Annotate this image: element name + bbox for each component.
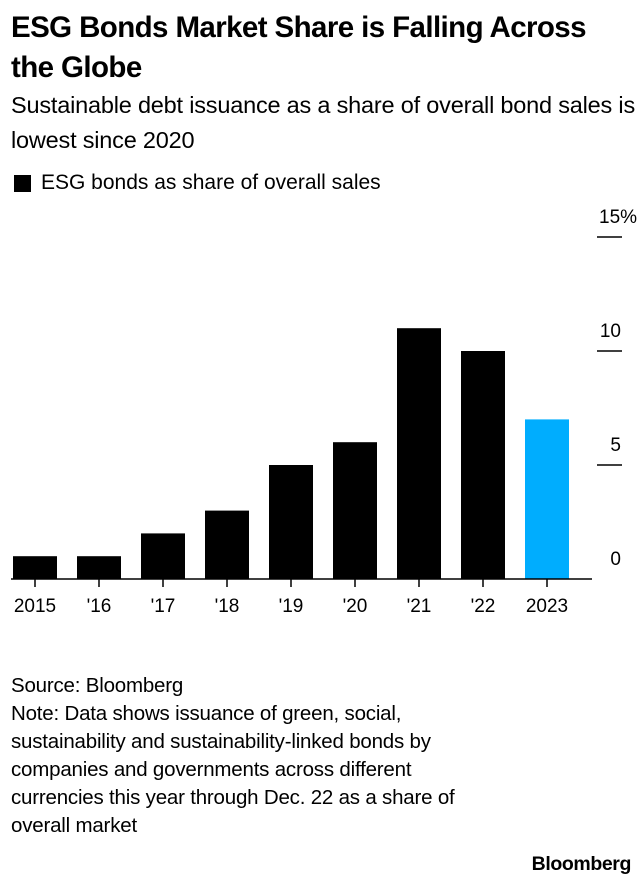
bar-2015 [13, 556, 57, 579]
x-tick-label: 2023 [526, 596, 568, 617]
x-tick-label: '20 [343, 596, 368, 617]
x-tick-label: 2015 [14, 596, 56, 617]
y-axis: 0 5 10 15% [597, 207, 637, 570]
bar-18 [205, 510, 249, 579]
source-text: Source: Bloomberg [11, 674, 184, 697]
chart-title: ESG Bonds Market Share is Falling Across… [11, 11, 587, 84]
x-tick-label: '21 [407, 596, 432, 617]
chart-subtitle: Sustainable debt issuance as a share of … [11, 92, 635, 153]
y-tick-label: 0 [610, 549, 621, 570]
bar-19 [269, 465, 313, 579]
bar-2023 [525, 419, 569, 579]
x-tick-label: '16 [87, 596, 112, 617]
y-tick-label: 10 [600, 321, 621, 342]
x-tick-label: '18 [215, 596, 240, 617]
legend-label: ESG bonds as share of overall sales [41, 171, 381, 194]
legend: ESG bonds as share of overall sales [14, 171, 381, 195]
legend-swatch [14, 174, 31, 192]
bar-20 [333, 442, 377, 579]
bar-16 [77, 556, 121, 579]
bars-group [13, 328, 569, 579]
bar-chart: 0 5 10 15% 2015 '16 '17 '18 '19 '20 '21 '22 2023 [11, 207, 637, 617]
y-tick-label: 15% [599, 207, 637, 228]
bar-21 [397, 328, 441, 579]
y-tick-label: 5 [610, 435, 621, 456]
note-text: Note: Data shows issuance of green, soci… [11, 702, 455, 837]
footer: Source: Bloomberg Note: Data shows issua… [11, 672, 471, 840]
x-tick-label: '19 [279, 596, 304, 617]
x-tick-label: '17 [151, 596, 176, 617]
bloomberg-logo: Bloomberg [531, 853, 632, 875]
x-axis: 2015 '16 '17 '18 '19 '20 '21 '22 2023 [11, 578, 592, 617]
x-tick-label: '22 [471, 596, 496, 617]
bar-17 [141, 533, 185, 579]
bar-22 [461, 351, 505, 579]
